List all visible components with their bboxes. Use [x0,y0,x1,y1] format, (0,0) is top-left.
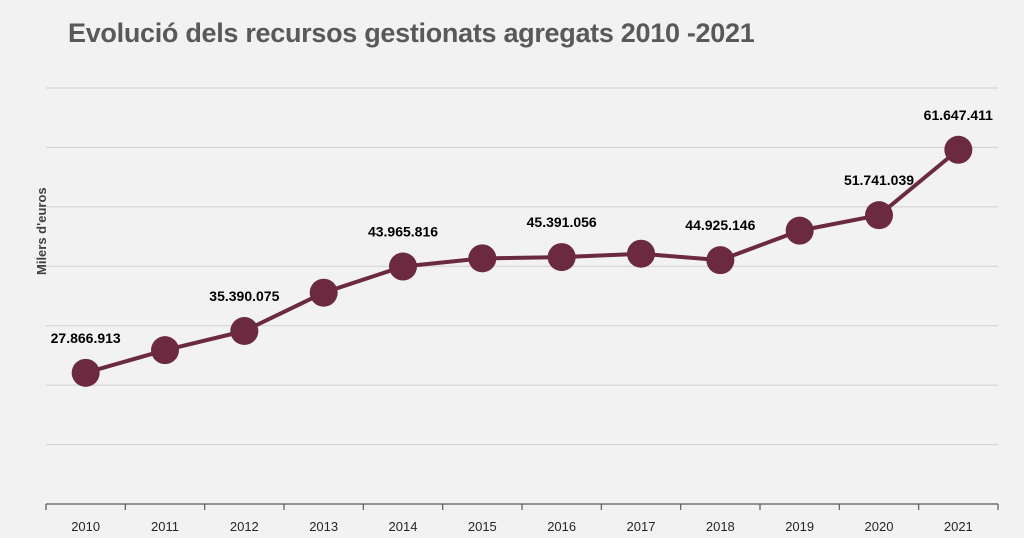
data-point [309,278,338,307]
data-point [389,252,417,281]
x-tick-label: 2019 [785,519,814,534]
data-point [785,216,814,245]
x-tick-label: 2015 [468,519,497,534]
data-point [944,135,973,164]
data-label: 51.741.039 [844,172,914,188]
data-point [230,316,259,345]
data-point [706,246,735,275]
data-label: 44.925.146 [685,217,755,233]
x-tick-label: 2017 [627,519,656,534]
x-tick-label: 2014 [389,519,418,534]
data-label: 61.647.411 [924,107,994,123]
x-tick-label: 2011 [151,519,179,534]
series-line [85,148,960,375]
x-tick-label: 2012 [230,519,259,534]
data-label: 35.390.075 [209,288,279,304]
data-point [547,243,576,272]
data-label: 27.866.913 [51,330,121,346]
x-tick-label: 2020 [865,519,894,534]
data-label: 45.391.056 [527,214,597,230]
x-tick-label: 2016 [547,519,576,534]
x-tick-label: 2013 [309,519,338,534]
data-point [71,358,100,387]
chart-title: Evolució dels recursos gestionats agrega… [68,18,755,48]
x-tick-label: 2010 [71,519,100,534]
data-point [627,239,655,268]
data-point [865,201,893,230]
x-tick-label: 2021 [944,519,973,534]
data-point [468,244,497,273]
data-point [151,336,179,365]
x-tick-label: 2018 [706,519,735,534]
data-label: 43.965.816 [368,224,438,240]
